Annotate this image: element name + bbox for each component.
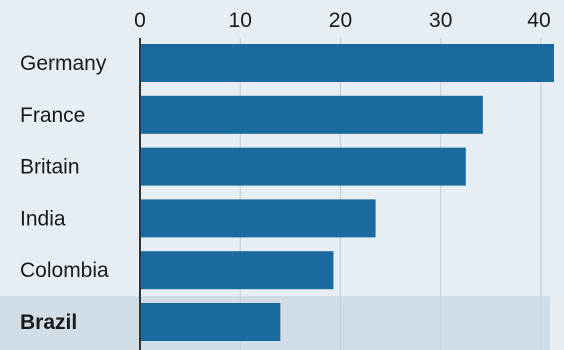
category-label: Brazil — [20, 311, 77, 334]
x-tick-labels: 0 10 20 30 40 — [134, 9, 550, 32]
bar — [140, 303, 281, 341]
x-tick-label: 20 — [329, 9, 352, 32]
bar — [140, 147, 466, 186]
x-tick-label: 40 — [527, 9, 550, 32]
bar — [140, 44, 554, 82]
category-label: Colombia — [20, 259, 109, 282]
category-label: India — [20, 207, 66, 230]
category-labels: Germany France Britain India Colombia Brazil — [20, 52, 109, 334]
x-tick-label: 30 — [429, 9, 452, 32]
bar — [140, 251, 334, 290]
category-label: Britain — [20, 156, 80, 179]
bars — [140, 44, 554, 341]
x-tick-label: 10 — [229, 9, 252, 32]
category-label: Germany — [20, 52, 107, 75]
bar — [140, 199, 376, 238]
category-label: France — [20, 104, 85, 127]
x-tick-label: 0 — [134, 9, 146, 32]
bar — [140, 95, 483, 134]
grid-lines — [239, 38, 542, 350]
